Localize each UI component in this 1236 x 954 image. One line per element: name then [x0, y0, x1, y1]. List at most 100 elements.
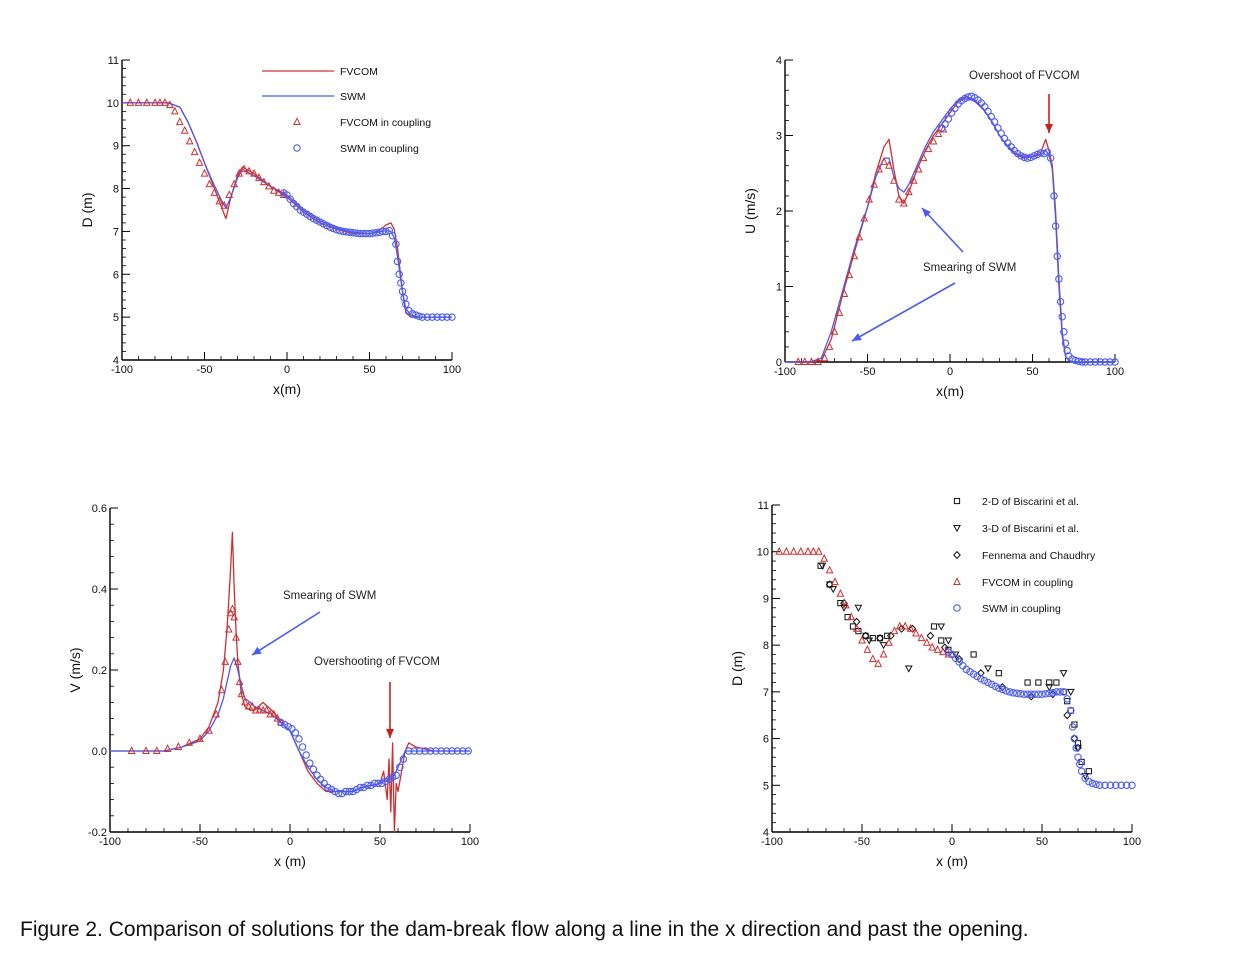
data-point	[998, 685, 1007, 694]
data-point	[185, 136, 194, 145]
chart-panel-2: -100 -50 0 50 100 0 1 2 3 4 x(m) U (m/s)	[742, 55, 1124, 399]
series-swm-in-coupling	[944, 648, 1136, 790]
data-point	[830, 326, 839, 335]
data-point	[200, 168, 209, 177]
y-tick-label: 9	[113, 141, 119, 153]
data-point	[1072, 744, 1080, 752]
data-point	[392, 771, 400, 780]
data-point	[225, 190, 234, 198]
data-point	[443, 313, 451, 321]
series-line	[785, 95, 1115, 363]
data-point	[861, 631, 870, 640]
data-point	[938, 637, 945, 644]
data-point	[825, 580, 834, 589]
data-point	[837, 600, 844, 607]
data-point	[1045, 684, 1054, 692]
data-point	[1063, 711, 1072, 720]
data-point	[1067, 707, 1074, 714]
data-point	[298, 743, 307, 751]
data-point	[393, 257, 402, 266]
data-point	[1128, 781, 1136, 790]
data-point	[895, 621, 904, 630]
blue-arrow-head	[922, 208, 932, 218]
data-point	[295, 735, 303, 743]
data-point	[1085, 777, 1093, 786]
data-point	[1067, 706, 1075, 715]
data-point	[142, 746, 150, 754]
y-tick-label: 0	[776, 357, 782, 369]
legend-label: 3-D of Biscarini et al.	[982, 523, 1079, 535]
data-point	[914, 164, 923, 173]
legend-label: FVCOM	[340, 66, 378, 78]
data-point	[423, 313, 431, 321]
data-point	[1078, 758, 1085, 766]
x-axis-label: x(m)	[936, 383, 964, 399]
data-point	[818, 562, 827, 570]
data-point	[977, 675, 985, 683]
data-point	[984, 665, 992, 673]
data-point	[235, 168, 244, 177]
data-point	[841, 600, 850, 609]
data-point	[890, 626, 899, 635]
data-point	[1049, 689, 1057, 697]
data-point	[1095, 781, 1104, 790]
data-point	[995, 670, 1002, 677]
data-point	[160, 98, 169, 106]
data-point	[284, 722, 292, 731]
series-fvcom	[110, 531, 470, 833]
data-point	[221, 657, 230, 665]
data-point	[994, 124, 1002, 132]
data-point	[345, 787, 354, 796]
data-point	[232, 632, 240, 641]
data-point	[1058, 312, 1066, 321]
data-point	[228, 604, 237, 613]
data-point	[1027, 690, 1035, 698]
data-point	[1076, 760, 1084, 769]
data-point	[280, 720, 289, 729]
data-point	[230, 179, 239, 188]
data-point	[1038, 690, 1046, 698]
data-point	[926, 631, 935, 640]
data-point	[1088, 779, 1097, 788]
x-tick-label: -50	[192, 836, 208, 848]
data-point	[385, 226, 394, 235]
data-point	[432, 747, 440, 755]
data-point	[433, 313, 441, 321]
data-point	[395, 270, 403, 279]
data-point	[1035, 679, 1042, 686]
data-point	[860, 213, 869, 222]
data-point	[255, 173, 263, 181]
data-point	[385, 775, 393, 784]
data-point	[205, 179, 214, 188]
data-point	[990, 118, 999, 126]
data-point	[909, 175, 918, 184]
data-point	[342, 787, 350, 796]
data-point	[220, 200, 229, 209]
data-point	[855, 232, 864, 241]
x-tick-label: -100	[99, 836, 121, 848]
data-point	[1056, 297, 1065, 306]
legend-label: 2-D of Biscarini et al.	[982, 496, 1079, 508]
x-axis-label: x (m)	[274, 853, 306, 869]
data-point	[1074, 743, 1082, 753]
legend-marker	[953, 497, 961, 505]
data-point	[997, 129, 1005, 137]
data-point	[929, 136, 938, 145]
y-tick-label: 11	[758, 500, 769, 512]
data-point	[796, 546, 805, 555]
annotation-smearing-swm: Smearing of SWM	[283, 590, 376, 602]
data-point	[1013, 689, 1021, 698]
red-arrow-head	[1045, 124, 1053, 133]
data-point	[421, 747, 429, 755]
data-point	[388, 773, 397, 782]
data-point	[1101, 781, 1109, 790]
data-point	[1060, 328, 1068, 336]
data-point	[392, 240, 400, 249]
data-point	[868, 654, 877, 663]
data-point	[1052, 688, 1061, 696]
y-tick-label: 10	[107, 98, 119, 110]
data-point	[230, 612, 239, 621]
data-point	[775, 546, 784, 555]
data-point	[195, 158, 204, 166]
data-point	[1074, 753, 1082, 762]
